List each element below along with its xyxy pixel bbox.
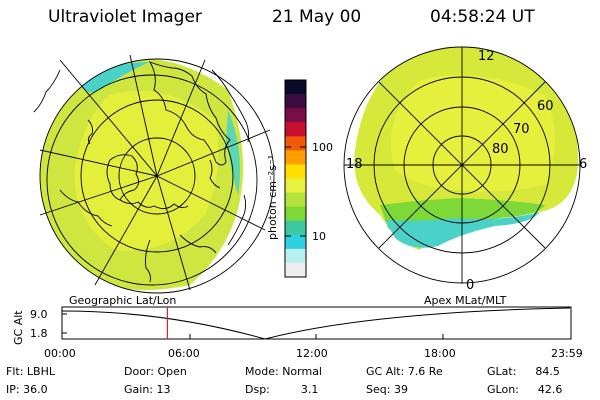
colorbar-tick-label-10: 10 [312, 230, 326, 243]
seq-label: Seq: [366, 383, 391, 396]
coastlines [59, 61, 231, 283]
alt-ytick-9: 9.0 [30, 308, 48, 321]
xtick-2359: 23:59 [551, 347, 583, 360]
gc-alt-value: 7.6 Re [407, 365, 443, 378]
meridian-8 [39, 175, 158, 216]
left-aurora-edge-right [226, 110, 241, 195]
colorbar-band [285, 108, 306, 123]
colorbar-band [285, 164, 306, 180]
colorbar-frame [284, 79, 307, 278]
colorbar-band [285, 178, 306, 194]
mode-value: Normal [282, 365, 322, 378]
meridian-3 [156, 59, 206, 177]
mlat-label-70: 70 [513, 122, 530, 137]
meridian-7 [94, 175, 158, 286]
mlt-label-12: 12 [478, 49, 495, 64]
status-filter: Flt: LBHL [6, 365, 55, 378]
geographic-map [33, 54, 275, 294]
colorbar-tick-label-100: 100 [312, 141, 333, 154]
status-ip: IP: 36.0 [6, 383, 48, 396]
seq-value: 39 [393, 383, 408, 396]
altitude-curve [61, 307, 571, 340]
mlt-label-18: 18 [346, 157, 363, 172]
colorbar-band [285, 122, 306, 137]
instrument-title: Ultraviolet Imager [48, 7, 202, 27]
polar-aurora-cyan-band [385, 212, 540, 248]
xtick-1200: 12:00 [296, 347, 328, 360]
polar-mlt-plot: 12 18 6 0 60 70 80 [343, 46, 587, 293]
meridian-4 [156, 129, 271, 177]
meridian-2 [129, 54, 158, 177]
xtick-0600: 06:00 [168, 347, 200, 360]
gain-value: 13 [156, 383, 171, 396]
colorbar-band [285, 136, 306, 151]
globe-limb [39, 58, 275, 294]
glat-label: GLat: [487, 365, 517, 378]
colorbar-unit-label: photon cm⁻²s⁻¹ [266, 155, 279, 240]
mlt-label-6: 6 [579, 157, 587, 172]
colorbar-band [285, 206, 306, 222]
status-glon: GLon: 42.6 [487, 383, 562, 396]
right-map-caption: Apex MLat/MLT [424, 294, 507, 307]
colorbar-band [285, 80, 306, 95]
xtick-0000: 00:00 [44, 347, 76, 360]
mlat-label-80: 80 [492, 142, 509, 157]
alt-ytick-1-8: 1.8 [30, 327, 48, 340]
ip-label: IP: [6, 383, 20, 396]
colorbar [285, 80, 306, 278]
limb-coast-fragments [33, 69, 250, 246]
left-aurora-inner [74, 90, 219, 251]
meridian-1 [59, 59, 158, 177]
meridian-5 [156, 175, 266, 231]
door-value: Open [157, 365, 187, 378]
glon-label: GLon: [487, 383, 519, 396]
geographic-grid [39, 54, 275, 294]
altitude-timeline [61, 306, 572, 340]
xtick-1800: 18:00 [424, 347, 456, 360]
ip-value: 36.0 [23, 383, 48, 396]
colorbar-band [285, 234, 306, 250]
lat-circle-70 [80, 99, 234, 253]
glat-value: 84.5 [535, 365, 560, 378]
polar-aurora-bright [390, 75, 555, 192]
meridian-6 [156, 175, 191, 291]
mode-label: Mode: [245, 365, 279, 378]
status-gc-alt: GC Alt: 7.6 Re [366, 365, 443, 378]
alt-axis-label: GC Alt [12, 310, 25, 345]
status-gain: Gain: 13 [124, 383, 171, 396]
mlat-label-60: 60 [537, 99, 554, 114]
date-label: 21 May 00 [272, 7, 362, 27]
status-door: Door: Open [124, 365, 187, 378]
left-map-caption: Geographic Lat/Lon [69, 294, 176, 307]
lat-circle-60 [46, 74, 258, 286]
dsp-value: 3.1 [300, 383, 319, 396]
mlt-label-0: 0 [466, 278, 474, 293]
status-dsp: Dsp: 3.1 [245, 383, 318, 396]
filter-label: Flt: [6, 365, 24, 378]
colorbar-band [285, 248, 306, 264]
colorbar-band [285, 94, 306, 109]
time-label: 04:58:24 UT [430, 7, 535, 27]
dsp-label: Dsp: [245, 383, 270, 396]
polar-grid [343, 46, 581, 284]
colorbar-band [285, 220, 306, 236]
colorbar-band [285, 150, 306, 166]
colorbar-band [285, 192, 306, 208]
status-seq: Seq: 39 [366, 383, 408, 396]
status-mode: Mode: Normal [245, 365, 322, 378]
status-glat: GLat: 84.5 [487, 365, 560, 378]
mlt-line-diag-2 [378, 81, 546, 249]
left-aurora-cyan-edge [78, 62, 150, 93]
glon-value: 42.6 [537, 383, 563, 396]
meridian-9 [39, 149, 158, 177]
door-label: Door: [124, 365, 154, 378]
filter-value: LBHL [26, 365, 55, 378]
colorbar-band [285, 262, 306, 278]
lat-circle-80 [118, 137, 196, 215]
gc-alt-label: GC Alt: [366, 365, 405, 378]
gain-label: Gain: [124, 383, 153, 396]
